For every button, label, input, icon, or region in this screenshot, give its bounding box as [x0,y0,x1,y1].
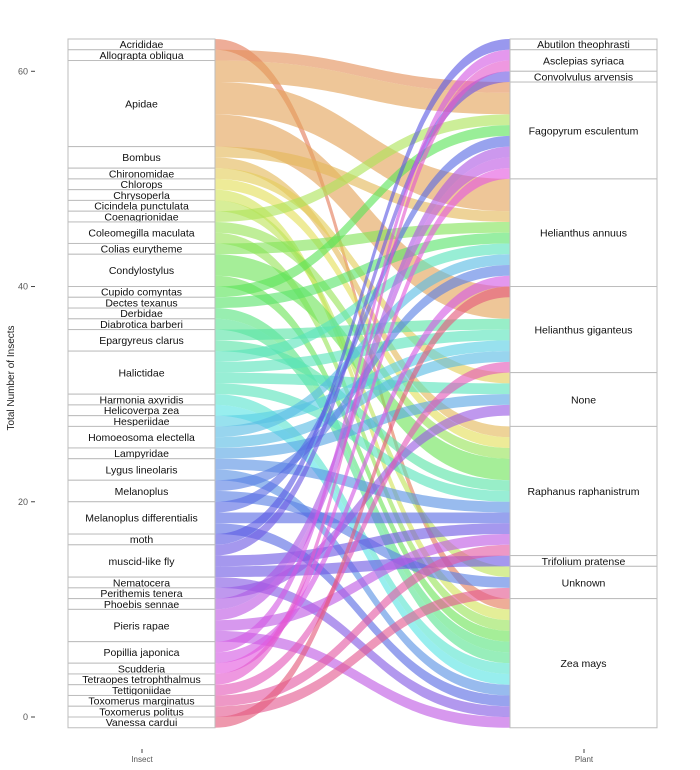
flow-melanoplus-differentialis-to-fagopyrum-esculentum [215,135,510,513]
flow-dectes-texanus-to-helianthus-annuus [215,232,510,309]
insect-stratum-label: Diabrotica barberi [100,319,183,331]
plant-stratum-label: Abutilon theophrasti [537,39,630,51]
y-tick-label: 20 [18,497,28,507]
flow-halictidae-to-raphanus-raphanistrum [215,383,510,502]
insect-stratum-label: Hesperiidae [113,416,169,428]
insect-stratum-label: Coleomegilla maculata [88,228,194,240]
plant-stratum-label: Helianthus annuus [540,228,627,240]
insect-stratum-label: Pieris rapae [113,620,169,632]
insect-stratum-label: Epargyreus clarus [99,335,184,347]
flow-condylostylus-to-zea-mays [215,275,510,642]
insect-stratum-label: Popillia japonica [104,647,180,659]
insect-stratum-label: Vanessa cardui [106,717,178,729]
y-tick-label: 60 [18,66,28,76]
flow-cupido-comyntas-to-fagopyrum-esculentum [215,125,510,298]
insect-stratum-label: Chlorops [120,179,162,191]
insect-stratum-label: moth [130,534,154,546]
y-tick-label: 40 [18,282,28,292]
flow-scudderia-to-fagopyrum-esculentum [215,168,510,674]
insect-stratum-label: Tettigoniidae [112,685,171,697]
flow-melanoplus-differentialis-to-zea-mays [215,523,510,707]
flow-tetraopes-tetrophthalmus-to-asclepias-syriaca [215,60,510,685]
plant-stratum-label: Helianthus giganteus [534,324,632,336]
flow-bombus-to-helianthus-annuus [215,146,510,222]
y-axis-title: Total Number of Insects [6,325,17,430]
flow-toxomerus-politus-to-unknown [215,587,510,717]
insect-stratum-label: Colias eurytheme [101,244,183,256]
insect-stratum-label: Toxomerus politus [99,706,184,718]
flow-homoeosoma-electella-to-helianthus-giganteus [215,351,510,448]
insect-stratum-halictidae [67,350,216,395]
insect-stratum-label: Lampyridae [114,448,169,460]
insect-stratum-label: Melanoplus [115,486,169,498]
flow-halictidae-to-helianthus-annuus [215,243,510,362]
plant-stratum-label: None [571,394,596,406]
insect-stratum-label: Condylostylus [109,265,174,277]
insect-stratum-label: Harmonia axyridis [99,394,183,406]
plant-stratum-raphanus-raphanistrum [509,425,658,557]
flow-pieris-rapae-to-fagopyrum-esculentum [215,157,510,621]
insect-stratum-label: Chironomidae [109,168,175,180]
flow-chrysoperla-to-zea-mays [215,189,510,621]
insect-stratum-label: Derbidae [120,308,163,320]
insect-stratum-label: Halictidae [118,367,164,379]
insect-stratum-label: Melanoplus differentialis [85,513,197,525]
flow-moth-to-abutilon-theophrasti [215,39,510,545]
insect-stratum-label: Nematocera [113,577,170,589]
insect-stratum-label: Cupido comyntas [101,287,182,299]
insect-stratum-label: Cicindela punctulata [94,201,189,213]
insect-stratum-label: Bombus [122,152,161,164]
plant-stratum-label: Trifolium pratense [542,556,626,568]
insect-stratum-label: Chrysoperla [113,190,170,202]
insect-stratum-label: Helicoverpa zea [104,405,179,417]
insect-stratum-label: Coenagrionidae [104,211,178,223]
x-axis-label-insect: Insect [131,755,153,764]
plant-stratum-label: Raphanus raphanistrum [527,486,639,498]
plant-stratum-label: Asclepias syriaca [543,55,624,67]
flow-toxomerus-marginatus-to-raphanus-raphanistrum [215,544,510,707]
flow-popillia-japonica-to-asclepias-syriaca [215,49,510,653]
insect-stratum-label: Toxomerus marginatus [88,696,194,708]
plant-stratum-fagopyrum-esculentum [509,81,658,180]
flow-tettigoniidae-to-helianthus-giganteus [215,361,510,696]
flow-pieris-rapae-to-raphanus-raphanistrum [215,534,510,631]
plant-stratum-zea-mays [509,598,658,729]
y-tick-label: 0 [23,712,28,722]
insect-stratum-label: Lygus lineolaris [106,464,178,476]
flow-coenagrionidae-to-fagopyrum-esculentum [215,114,510,222]
flow-melanoplus-differentialis-to-raphanus-raphanistrum [215,512,510,524]
insect-stratum-label: Tetraopes tetrophthalmus [82,674,200,686]
plant-stratum-unknown [509,565,658,600]
insect-stratum-label: Acrididae [120,39,164,51]
insect-stratum-label: Apidae [125,98,158,110]
insect-stratum-label: Perithemis tenera [100,588,182,600]
insect-stratum-label: Phoebis sennae [104,599,179,611]
plant-stratum-helianthus-giganteus [509,286,658,374]
flow-popillia-japonica-to-helianthus-annuus [215,275,510,664]
insect-stratum-vanessa-cardui [67,716,216,729]
x-axis-label-plant: Plant [575,755,594,764]
flow-vanessa-cardui-to-helianthus-annuus [215,286,510,728]
flow-pieris-rapae-to-zea-mays [215,630,510,728]
y-axis: 0 20 40 60 [18,66,585,753]
plant-stratum-label: Unknown [562,577,606,589]
plant-stratum-label: Zea mays [560,658,606,670]
flow-allograpta-obliqua-to-fagopyrum-esculentum [215,49,510,93]
insect-stratum-pieris-rapae [67,608,216,643]
flows-group [215,39,510,728]
insect-stratum-label: Allograpta obliqua [99,50,183,62]
flow-lampyridae-to-none [215,394,510,459]
insect-stratum-label: Scudderia [118,663,165,675]
insect-stratum-label: muscid-like fly [109,556,176,568]
plant-stratum-label: Fagopyrum esculentum [529,125,639,137]
insect-stratum-condylostylus [67,253,216,288]
flow-muscid-like-fly-to-convolvulus-arvensis [215,71,510,556]
insect-stratum-label: Dectes texanus [105,297,177,309]
insect-stratum-label: Homoeosoma electella [88,432,195,444]
plant-stratum-label: Convolvulus arvensis [534,71,633,83]
